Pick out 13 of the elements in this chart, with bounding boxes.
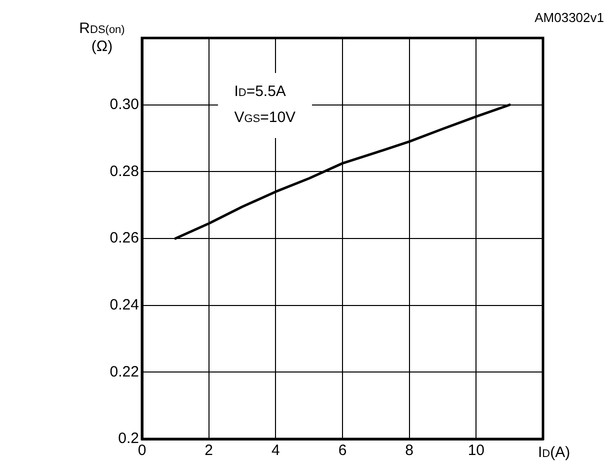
x-tick-label: 10 (468, 442, 485, 460)
y-tick-label: 0.24 (110, 296, 139, 314)
text: AM03302v1 (534, 10, 604, 26)
y-tick-label: 0.2 (118, 430, 139, 448)
y-tick-label: 0.26 (110, 230, 139, 247)
x-tick-label: 2 (204, 442, 214, 460)
x-tick-label: 0 (138, 442, 146, 460)
x-tick-label: 6 (338, 442, 347, 460)
y-tick-label: 0.28 (110, 162, 139, 180)
x-tick-label: 8 (405, 442, 414, 460)
y-tick-label: 0.30 (110, 96, 139, 113)
x-tick-label: 4 (271, 442, 280, 460)
y-tick-label: 0.22 (110, 363, 139, 380)
